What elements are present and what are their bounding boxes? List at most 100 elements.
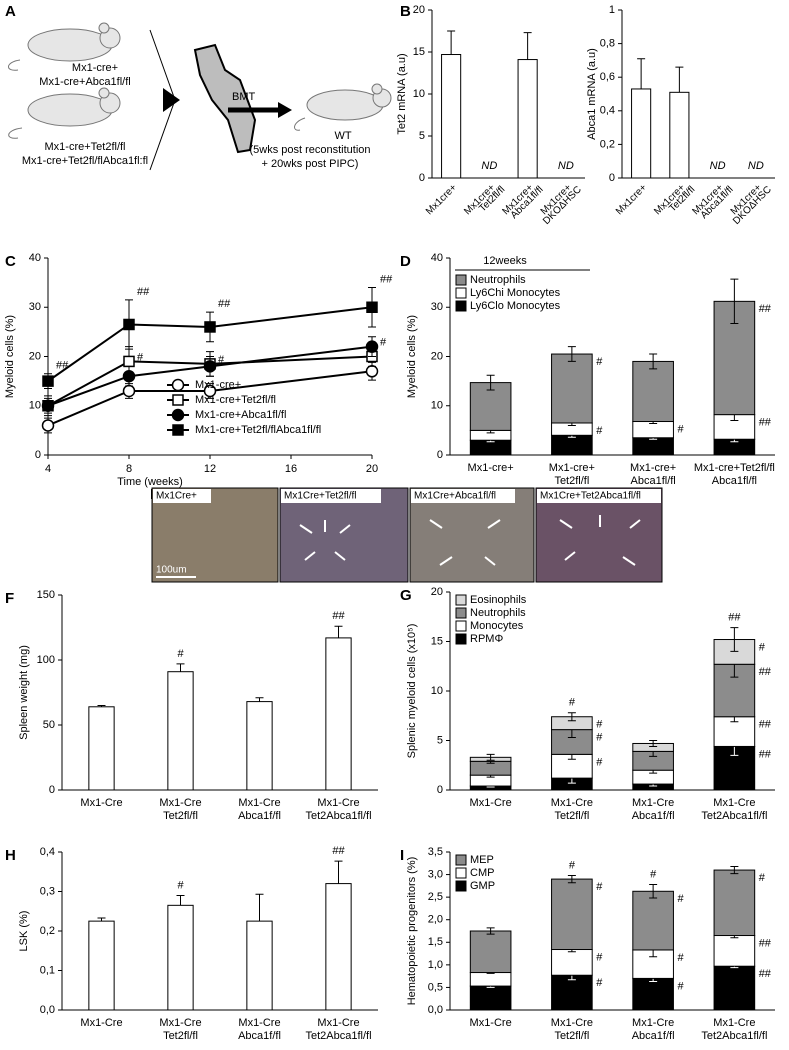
significance: # <box>677 423 684 435</box>
significance: # <box>759 641 766 653</box>
bar <box>631 88 652 179</box>
significance: # <box>569 859 576 871</box>
y-tick-label: 10 <box>431 685 443 697</box>
panel-letter: A <box>5 3 16 20</box>
y-tick-label: 0 <box>419 172 425 184</box>
y-axis-label: Splenic myeloid cells (x10⁵) <box>406 624 418 759</box>
marker <box>122 369 136 383</box>
panel-letter: D <box>400 253 411 270</box>
y-tick-label: 20 <box>431 350 443 362</box>
bar-segment <box>632 949 674 979</box>
line <box>47 345 373 407</box>
y-axis-label: Tet2 mRNA (a.u) <box>396 53 408 134</box>
significance: # <box>596 732 603 744</box>
label-box <box>153 489 211 503</box>
y-axis-label: Myeloid cells (%) <box>406 315 418 398</box>
y-tick-label: 0,4 <box>600 105 615 117</box>
x-tick-label: Mx1-Cre <box>470 1017 512 1029</box>
error-bar <box>176 894 185 906</box>
y-tick-label: 0,4 <box>40 846 55 858</box>
significance: ## <box>759 303 772 315</box>
y-tick-label: 0 <box>437 449 443 461</box>
recipient-label: WT <box>334 130 351 142</box>
y-tick-label: 2,5 <box>428 891 443 903</box>
x-tick-label: 20 <box>366 463 378 475</box>
error-bar <box>730 278 739 325</box>
x-tick-label: Mx1-cre+ <box>549 462 595 474</box>
bar-segment <box>713 935 756 967</box>
bar <box>441 54 462 179</box>
bar-segment <box>551 878 593 951</box>
bar <box>669 91 690 179</box>
scale-bar-label: 100um <box>156 565 187 576</box>
significance: ## <box>759 666 772 678</box>
bar-segment <box>713 869 756 937</box>
y-tick-label: 0,0 <box>428 1004 443 1016</box>
x-tick-label: Mx1-Cre <box>551 797 593 809</box>
legend-swatch <box>455 620 467 632</box>
significance: # <box>177 879 184 891</box>
x-tick-label: Mx1-Cre <box>713 797 755 809</box>
y-axis-label: Spleen weight (mg) <box>18 645 30 740</box>
x-tick-label: Mx1-Cre <box>238 797 280 809</box>
y-tick-label: 2,0 <box>428 914 443 926</box>
marker <box>204 321 216 333</box>
panel-letter: I <box>400 847 404 864</box>
significance: ## <box>332 610 345 622</box>
line <box>47 306 373 382</box>
bar-segment <box>632 360 674 423</box>
legend-label: Eosinophils <box>470 594 527 606</box>
legend-marker <box>171 378 185 392</box>
note: + 20wks post PIPC) <box>262 158 359 170</box>
label-box <box>411 489 515 503</box>
legend-label: Neutrophils <box>470 274 526 286</box>
y-tick-label: 15 <box>431 635 443 647</box>
legend-label: CMP <box>470 867 494 879</box>
error-bar <box>334 860 343 884</box>
legend-label: Mx1-cre+Tet2fl/fl <box>195 394 276 406</box>
micrograph <box>151 487 279 583</box>
y-tick-label: 30 <box>431 301 443 313</box>
x-tick-label: Tet2Abca1fl/fl <box>305 810 371 822</box>
significance: # <box>218 354 225 366</box>
arrowhead <box>278 102 292 118</box>
legend-swatch <box>455 300 467 312</box>
significance: # <box>677 980 684 992</box>
legend-swatch <box>455 594 467 606</box>
significance: ## <box>380 273 393 285</box>
arrow-label: BMT <box>232 91 256 103</box>
y-tick-label: 0,5 <box>428 981 443 993</box>
y-tick-label: 5 <box>419 130 425 142</box>
error-bar <box>730 865 739 875</box>
error-bar <box>649 884 658 899</box>
y-tick-label: 0 <box>35 449 41 461</box>
bar-segment <box>469 985 512 1011</box>
error-bar <box>334 625 343 638</box>
y-tick-label: 150 <box>37 589 55 601</box>
x-axis-label: Time (weeks) <box>117 476 183 488</box>
significance: # <box>650 868 657 880</box>
error-bar <box>637 58 646 89</box>
image-label: Mx1Cre+ <box>156 491 197 502</box>
bar <box>88 920 115 1011</box>
x-tick-label: 16 <box>285 463 297 475</box>
significance: ## <box>759 937 772 949</box>
significance: ## <box>137 286 150 298</box>
y-tick-label: 10 <box>431 400 443 412</box>
micrograph <box>279 487 409 583</box>
mouse <box>294 83 392 131</box>
arrowhead <box>163 88 180 112</box>
bone <box>193 43 257 154</box>
significance: # <box>596 719 603 731</box>
significance: # <box>380 337 387 349</box>
error-bar <box>447 30 456 55</box>
y-tick-label: 1,0 <box>428 959 443 971</box>
significance: ## <box>332 845 345 857</box>
y-tick-label: 20 <box>413 4 425 16</box>
x-tick-label: Tet2Abca1fl/fl <box>701 810 767 822</box>
y-tick-label: 40 <box>431 252 443 264</box>
bar <box>88 706 115 791</box>
donor-label: Mx1-cre+Abca1fl/fl <box>39 76 130 88</box>
x-tick-label: Mx1-Cre <box>238 1017 280 1029</box>
legend-marker <box>172 394 184 406</box>
